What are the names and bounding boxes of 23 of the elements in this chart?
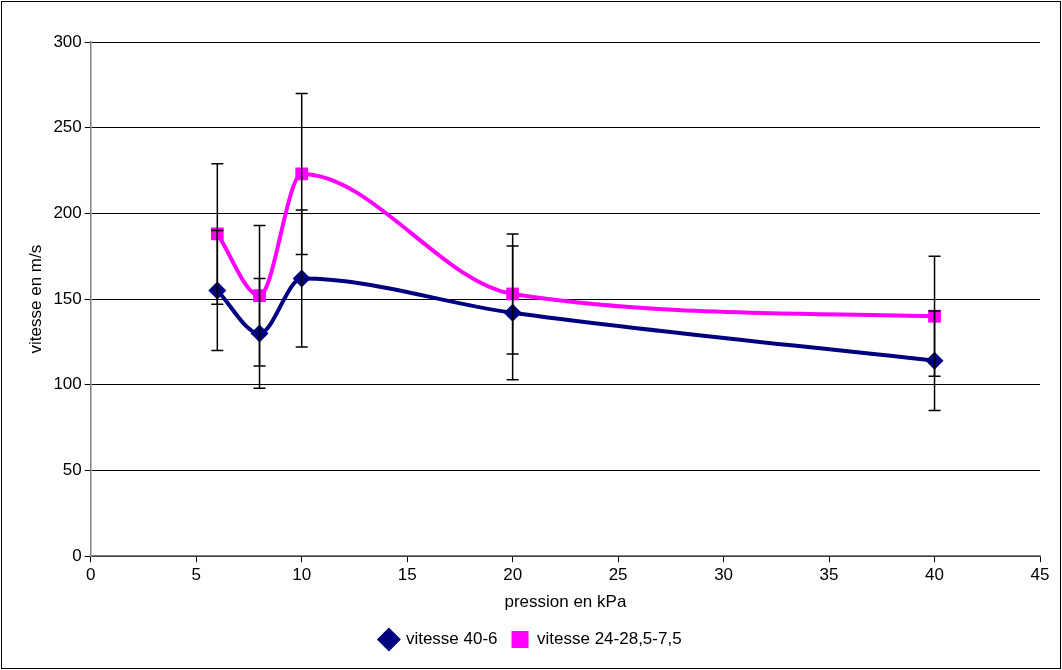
point bbox=[208, 281, 227, 300]
x-tick-label: 5 bbox=[191, 565, 201, 585]
y-tick-label: 100 bbox=[53, 374, 82, 394]
x-tick-label: 35 bbox=[819, 565, 839, 585]
x-tick-label: 40 bbox=[925, 565, 944, 585]
y-tick-label: 300 bbox=[53, 31, 82, 51]
x-tick-label: 20 bbox=[503, 565, 523, 585]
y-tick-label: 250 bbox=[53, 117, 82, 137]
y-tick-label: 50 bbox=[62, 460, 82, 480]
x-tick-label: 10 bbox=[292, 565, 312, 585]
x-tick-label: 0 bbox=[86, 565, 96, 585]
y-axis-title: vitesse en m/s bbox=[25, 244, 45, 354]
x-tick-label: 15 bbox=[397, 565, 417, 585]
point bbox=[253, 289, 266, 303]
x-tick-label: 30 bbox=[714, 565, 734, 585]
x-axis-title: pression en kPa bbox=[504, 592, 627, 612]
y-tick-label: 200 bbox=[53, 203, 82, 223]
legend-label: vitesse 24-28,5-7,5 bbox=[537, 629, 682, 649]
y-tick-label: 0 bbox=[72, 545, 82, 565]
y-tick-label: 150 bbox=[53, 288, 82, 308]
x-tick-label: 25 bbox=[608, 565, 628, 585]
legend-label: vitesse 40-6 bbox=[405, 629, 498, 649]
x-tick-label: 45 bbox=[1030, 565, 1050, 585]
